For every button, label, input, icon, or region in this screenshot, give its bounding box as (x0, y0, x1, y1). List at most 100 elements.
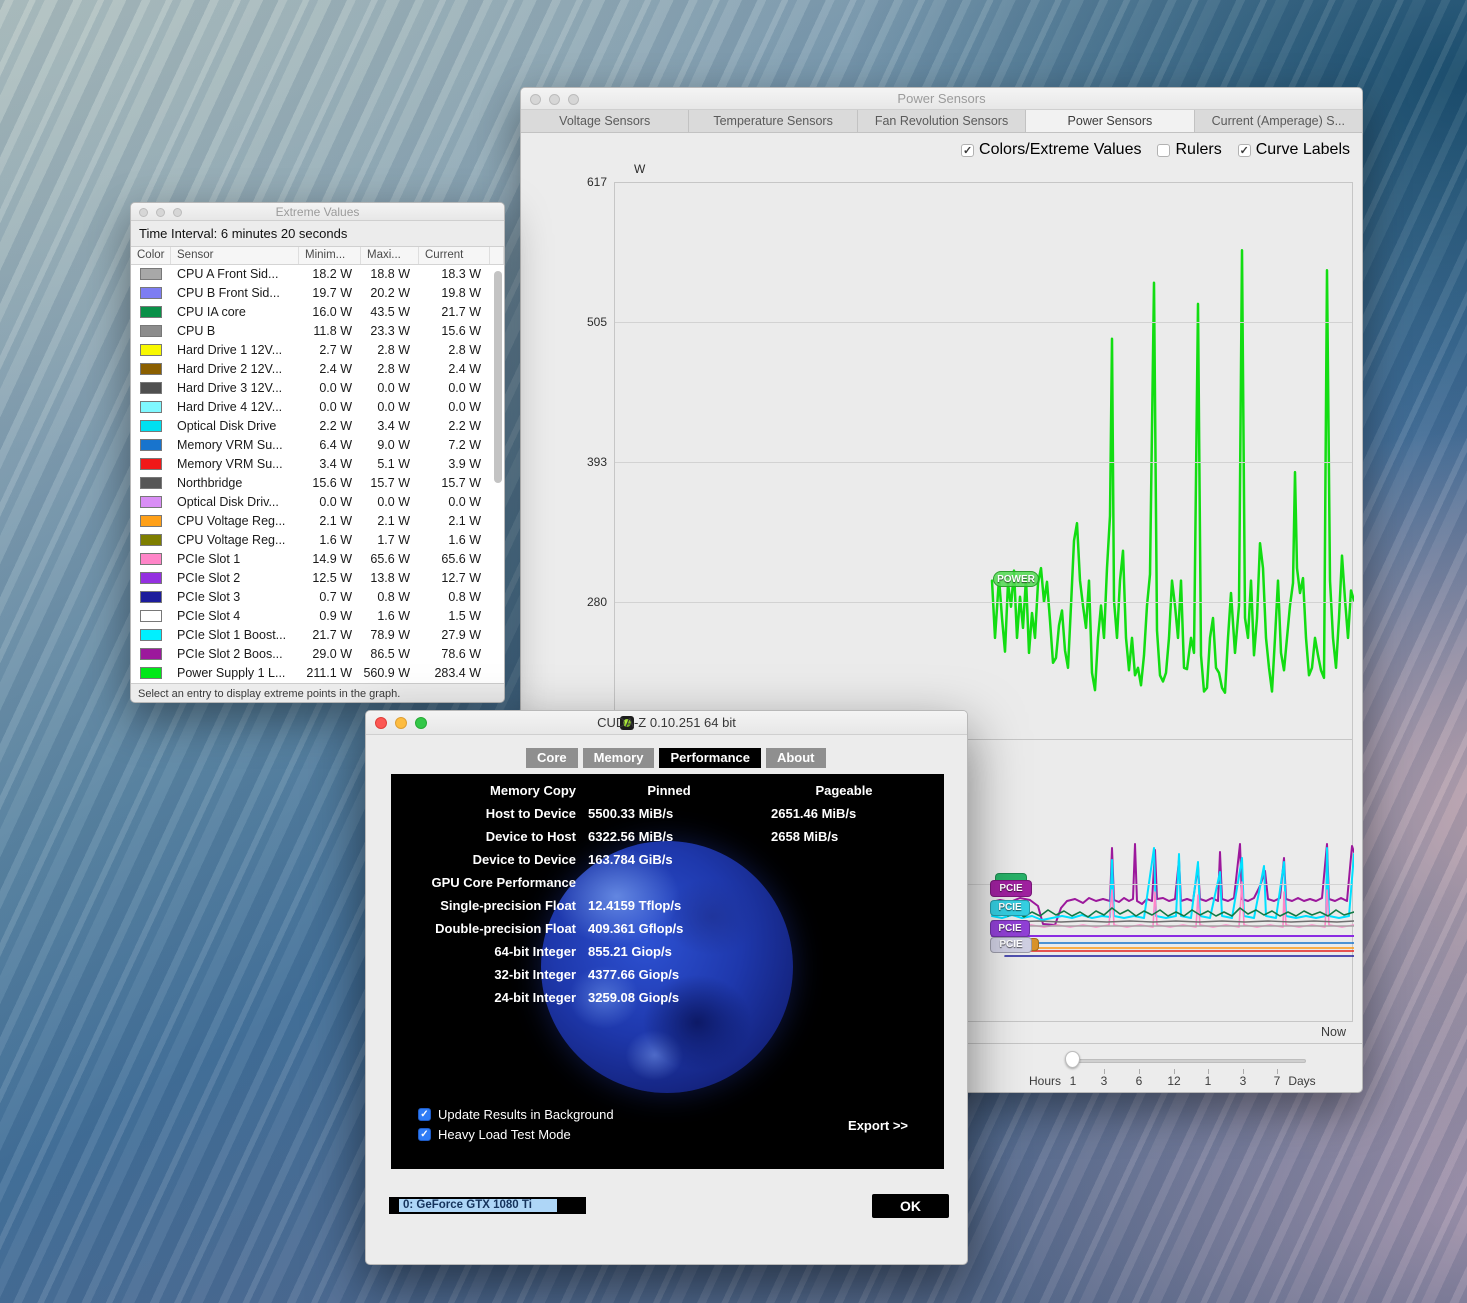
zoom-button[interactable] (568, 94, 579, 105)
current-value: 7.2 W (448, 438, 481, 452)
sensor-name: PCIe Slot 4 (177, 609, 241, 623)
table-row-pcie-slot-4[interactable]: PCIe Slot 4 0.9 W 1.6 W 1.5 W (131, 607, 504, 626)
extreme-values-titlebar[interactable]: Extreme Values (131, 203, 504, 221)
table-row-cpu-a-front-sid[interactable]: CPU A Front Sid... 18.2 W 18.8 W 18.3 W (131, 265, 504, 284)
column-header-maxi[interactable]: Maxi... (361, 247, 419, 264)
tab-performance[interactable]: Performance (659, 748, 761, 768)
color-cell (131, 531, 171, 550)
checkbox-box[interactable]: ✓ (418, 1128, 431, 1141)
min-value: 211.1 W (306, 666, 352, 680)
current-value: 0.8 W (448, 590, 481, 604)
table-row-cpu-voltage-reg[interactable]: CPU Voltage Reg... 2.1 W 2.1 W 2.1 W (131, 512, 504, 531)
column-header-minim[interactable]: Minim... (299, 247, 361, 264)
power-titlebar[interactable]: Power Sensors (521, 88, 1362, 110)
checkbox-update-results-in-background[interactable]: ✓ Update Results in Background (418, 1107, 614, 1122)
table-row-memory-vrm-su[interactable]: Memory VRM Su... 3.4 W 5.1 W 3.9 W (131, 455, 504, 474)
tab-current-amperage-s[interactable]: Current (Amperage) S... (1211, 114, 1346, 128)
sensor-name: CPU Voltage Reg... (177, 514, 286, 528)
time-range-slider-track[interactable] (1066, 1059, 1306, 1063)
checkbox-box[interactable]: ✓ (418, 1108, 431, 1121)
perf-label-gpu-core-performance: GPU Core Performance (431, 875, 577, 890)
tab-voltage-sensors[interactable]: Voltage Sensors (521, 110, 690, 132)
close-button[interactable] (139, 208, 148, 217)
scrollbar-thumb[interactable] (494, 271, 502, 483)
min-value: 0.0 W (319, 381, 352, 395)
device-select[interactable]: 0: GeForce GTX 1080 Ti (389, 1197, 586, 1214)
current-value: 15.7 W (441, 476, 481, 490)
table-row-pcie-slot-3[interactable]: PCIe Slot 3 0.7 W 0.8 W 0.8 W (131, 588, 504, 607)
column-header-sensor[interactable]: Sensor (171, 247, 299, 264)
table-row-hard-drive-4-12v[interactable]: Hard Drive 4 12V... 0.0 W 0.0 W 0.0 W (131, 398, 504, 417)
perf-pinned-value: 5500.33 MiB/s (588, 806, 674, 821)
ok-button[interactable]: OK (872, 1194, 949, 1218)
zoom-button[interactable] (173, 208, 182, 217)
cudaz-app-icon (620, 716, 634, 730)
color-cell (131, 379, 171, 398)
table-row-hard-drive-2-12v[interactable]: Hard Drive 2 12V... 2.4 W 2.8 W 2.4 W (131, 360, 504, 379)
color-cell (131, 265, 171, 284)
table-row-hard-drive-1-12v[interactable]: Hard Drive 1 12V... 2.7 W 2.8 W 2.8 W (131, 341, 504, 360)
checkbox-box[interactable]: ✓ (961, 143, 975, 157)
tab-fan-revolution-sensors[interactable]: Fan Revolution Sensors (858, 110, 1027, 132)
sensor-name: Memory VRM Su... (177, 457, 283, 471)
color-swatch (140, 591, 162, 603)
table-row-cpu-voltage-reg[interactable]: CPU Voltage Reg... 1.6 W 1.7 W 1.6 W (131, 531, 504, 550)
cudaz-titlebar[interactable]: CUDA-Z 0.10.251 64 bit (366, 711, 967, 735)
time-range-slider-thumb[interactable] (1065, 1051, 1080, 1068)
export-button[interactable]: Export >> (848, 1118, 908, 1133)
table-row-optical-disk-drive[interactable]: Optical Disk Drive 2.2 W 3.4 W 2.2 W (131, 417, 504, 436)
table-row-northbridge[interactable]: Northbridge 15.6 W 15.7 W 15.7 W (131, 474, 504, 493)
table-row-power-supply-1-l[interactable]: Power Supply 1 L... 211.1 W 560.9 W 283.4 W (131, 664, 504, 683)
perf-label-device-to-device: Device to Device (472, 852, 576, 867)
tab-core[interactable]: Core (526, 748, 578, 768)
max-value: 3.4 W (377, 419, 410, 433)
y-tick-617: 617 (586, 175, 607, 189)
table-row-optical-disk-driv[interactable]: Optical Disk Driv... 0.0 W 0.0 W 0.0 W (131, 493, 504, 512)
checkbox-colors-extreme-values[interactable]: ✓ Colors/Extreme Values (961, 141, 1141, 159)
checkbox-box[interactable]: ✓ (1237, 143, 1251, 157)
tab-memory[interactable]: Memory (582, 748, 655, 768)
table-row-memory-vrm-su[interactable]: Memory VRM Su... 6.4 W 9.0 W 7.2 W (131, 436, 504, 455)
min-value: 2.2 W (319, 419, 352, 433)
close-button[interactable] (375, 717, 387, 729)
max-value: 13.8 W (370, 571, 410, 585)
gridline (615, 602, 1352, 603)
color-cell (131, 569, 171, 588)
table-row-pcie-slot-1[interactable]: PCIe Slot 1 14.9 W 65.6 W 65.6 W (131, 550, 504, 569)
checkbox-heavy-load-test-mode[interactable]: ✓ Heavy Load Test Mode (418, 1127, 571, 1142)
power-curve-label-badge: POWER (993, 571, 1039, 587)
checkbox-curve-labels[interactable]: ✓ Curve Labels (1237, 141, 1350, 159)
checkbox-box[interactable] (1157, 143, 1171, 157)
table-row-cpu-b-front-sid[interactable]: CPU B Front Sid... 19.7 W 20.2 W 19.8 W (131, 284, 504, 303)
tab-about[interactable]: About (765, 748, 826, 768)
tab-power-sensors[interactable]: Power Sensors (1026, 110, 1195, 132)
checkbox-label: Heavy Load Test Mode (438, 1127, 571, 1142)
column-header-color[interactable]: Color (131, 247, 171, 264)
minimize-button[interactable] (156, 208, 165, 217)
minimize-button[interactable] (549, 94, 560, 105)
curve-label-badge-pcie: PCIE (990, 920, 1030, 937)
window-controls (375, 717, 427, 729)
zoom-button[interactable] (415, 717, 427, 729)
table-row-cpu-b[interactable]: CPU B 11.8 W 23.3 W 15.6 W (131, 322, 504, 341)
minimize-button[interactable] (395, 717, 407, 729)
table-row-pcie-slot-2-boos[interactable]: PCIe Slot 2 Boos... 29.0 W 86.5 W 78.6 W (131, 645, 504, 664)
color-cell (131, 417, 171, 436)
table-row-cpu-ia-core[interactable]: CPU IA core 16.0 W 43.5 W 21.7 W (131, 303, 504, 322)
table-row-hard-drive-3-12v[interactable]: Hard Drive 3 12V... 0.0 W 0.0 W 0.0 W (131, 379, 504, 398)
perf-pinned-value: 6322.56 MiB/s (588, 829, 674, 844)
close-button[interactable] (530, 94, 541, 105)
table-row-pcie-slot-1-boost[interactable]: PCIe Slot 1 Boost... 21.7 W 78.9 W 27.9 W (131, 626, 504, 645)
power-chart-panel[interactable]: POWER (614, 182, 1356, 740)
tab-temperature-sensors[interactable]: Temperature Sensors (689, 110, 858, 132)
perf-pinned-value: 163.784 GiB/s (588, 852, 673, 867)
checkbox-rulers[interactable]: Rulers (1157, 141, 1222, 159)
perf-pinned-value: 12.4159 Tflop/s (588, 898, 682, 913)
slider-label-3: 3 (1239, 1074, 1247, 1088)
table-row-pcie-slot-2[interactable]: PCIe Slot 2 12.5 W 13.8 W 12.7 W (131, 569, 504, 588)
sensor-name: PCIe Slot 1 Boost... (177, 628, 287, 642)
column-header-current[interactable]: Current (419, 247, 490, 264)
max-value: 86.5 W (370, 647, 410, 661)
cudaz-window: CUDA-Z 0.10.251 64 bit Core Memory Perform… (365, 710, 968, 1265)
